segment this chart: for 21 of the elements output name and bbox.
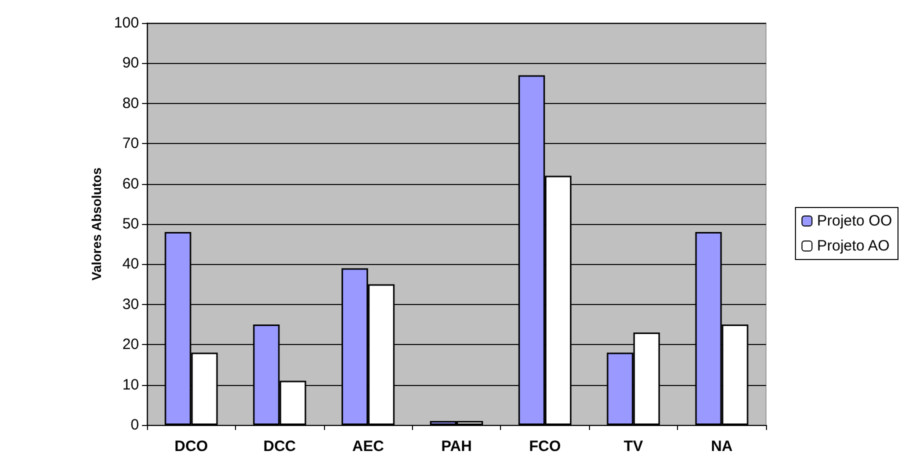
y-tick-label: 40 bbox=[122, 256, 139, 273]
y-tick-label: 50 bbox=[122, 216, 139, 232]
legend-label: Projeto AO bbox=[816, 238, 890, 254]
y-tick-label: 70 bbox=[122, 135, 139, 152]
y-tick-label: 20 bbox=[122, 336, 139, 354]
y-tick-label: 80 bbox=[122, 94, 139, 112]
x-tick-label: DCC bbox=[263, 438, 296, 455]
x-tick-label: NA bbox=[710, 438, 733, 455]
y-axis-title: Valores Absolutos bbox=[89, 168, 104, 280]
y-tick-label: 0 bbox=[130, 416, 139, 434]
y-tick-label: 60 bbox=[122, 175, 139, 192]
x-tick-label: TV bbox=[624, 438, 643, 455]
y-tick-label: 30 bbox=[122, 296, 139, 313]
legend-label: Projeto OO bbox=[816, 212, 892, 230]
x-tick-label: FCO bbox=[529, 438, 562, 455]
x-tick-label: PAH bbox=[441, 438, 472, 455]
y-tick-label: 10 bbox=[122, 376, 139, 394]
x-tick-label: AEC bbox=[352, 438, 384, 455]
y-tick-label: 90 bbox=[122, 54, 139, 72]
y-tick-label: 100 bbox=[114, 14, 139, 32]
x-tick-label: DCO bbox=[174, 438, 208, 455]
